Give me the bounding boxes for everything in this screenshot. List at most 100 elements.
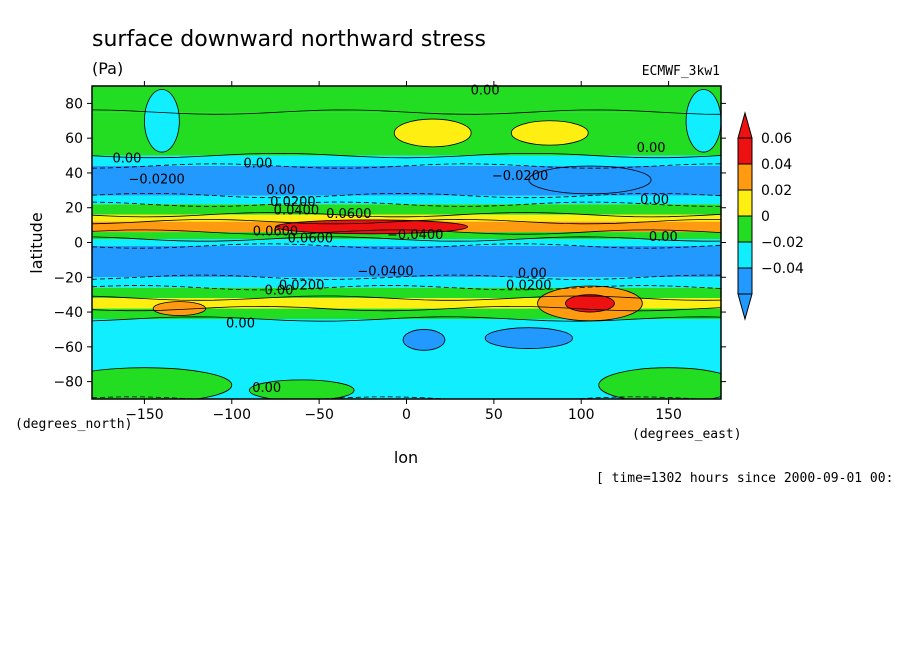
contour-line-8 bbox=[92, 236, 721, 242]
contour-label-20: 0.00 bbox=[226, 317, 255, 332]
y-tick-label-6: −40 bbox=[53, 305, 83, 321]
contour-label-16: 0.00 bbox=[518, 266, 547, 281]
field-band-8 bbox=[92, 232, 721, 240]
x-unit-label: (degrees_east) bbox=[632, 427, 742, 442]
field-feature-13 bbox=[598, 367, 721, 399]
contour-line-1 bbox=[92, 152, 721, 159]
field-feature-4 bbox=[510, 120, 589, 146]
x-tick-label-1: −100 bbox=[213, 407, 251, 423]
x-tick-label-5: 100 bbox=[568, 407, 595, 423]
colorbar-label-2: 0.02 bbox=[761, 183, 792, 199]
contour-line-14 bbox=[92, 316, 721, 322]
field-feature-5 bbox=[528, 165, 652, 195]
dataset-label: ECMWF_3kw1 bbox=[642, 64, 720, 79]
colorbar-bottom-arrow bbox=[737, 293, 753, 321]
colorbar-top-arrow bbox=[737, 111, 753, 139]
colorbar-swatch-5 bbox=[737, 267, 753, 295]
field-feature-8 bbox=[402, 329, 446, 351]
x-tick-label-2: −50 bbox=[304, 407, 334, 423]
field-feature-3 bbox=[393, 118, 472, 148]
contour-label-2: 0.00 bbox=[244, 157, 273, 172]
field-band-2 bbox=[92, 155, 721, 166]
y-tick-label-2: 40 bbox=[65, 166, 83, 182]
colorbar-swatch-0 bbox=[737, 137, 753, 165]
colorbar: 0.06 0.04 0.02 0 −0.02 −0.04 bbox=[737, 111, 804, 321]
chart-units: (Pa) bbox=[92, 59, 123, 78]
contour-label-19: 0.00 bbox=[264, 284, 293, 299]
y-tick-label-5: −20 bbox=[53, 270, 83, 286]
y-tick-label-0: 80 bbox=[65, 96, 83, 112]
y-axis-label: latitude bbox=[27, 212, 46, 273]
contour-line-12 bbox=[92, 295, 721, 301]
contour-labels: 0.000.00 0.00−0.02000.00−0.02000.000.0200… bbox=[112, 84, 677, 396]
colorbar-swatch-3 bbox=[737, 215, 753, 243]
field-band-13 bbox=[92, 298, 721, 309]
x-axis-label: lon bbox=[394, 448, 418, 467]
y-tick-label-7: −60 bbox=[53, 340, 83, 356]
field-band-6 bbox=[92, 214, 721, 222]
field-feature-6 bbox=[144, 89, 180, 153]
field-band-5 bbox=[92, 204, 721, 215]
colorbar-label-1: 0.04 bbox=[761, 157, 792, 173]
colorbar-swatch-2 bbox=[737, 189, 753, 217]
field-band-10 bbox=[92, 245, 721, 278]
plot-area bbox=[92, 86, 721, 399]
field-feature-12 bbox=[248, 379, 355, 399]
contour-label-14: 0.00 bbox=[649, 230, 678, 245]
x-tick-label-4: 50 bbox=[485, 407, 503, 423]
field-feature-10 bbox=[152, 301, 206, 316]
field-band-4 bbox=[92, 195, 721, 205]
x-tick-label-6: 150 bbox=[655, 407, 682, 423]
field-band-9 bbox=[92, 239, 721, 246]
contour-line-3 bbox=[92, 192, 721, 199]
contour-label-4: 0.00 bbox=[637, 141, 666, 156]
contour-line-9 bbox=[92, 243, 721, 249]
field-band-11 bbox=[92, 277, 721, 288]
y-tick-label-4: 0 bbox=[74, 236, 83, 252]
x-axis-ticks: −150 −100 −50 0 50 100 150 bbox=[125, 81, 682, 423]
contour-line-4 bbox=[92, 201, 721, 207]
chart-title: surface downward northward stress bbox=[92, 27, 486, 52]
field-feature-7 bbox=[685, 89, 721, 153]
contour-label-17: 0.0200 bbox=[506, 278, 552, 293]
field-feature-9 bbox=[484, 327, 573, 349]
contour-line-7 bbox=[92, 229, 721, 235]
contour-label-11: 0.0600 bbox=[253, 225, 299, 240]
field-band-14 bbox=[92, 308, 721, 320]
contour-line-13 bbox=[92, 305, 721, 312]
y-tick-label-1: 60 bbox=[65, 131, 83, 147]
contour-label-7: 0.0200 bbox=[270, 195, 316, 210]
contour-label-9: 0.0600 bbox=[326, 207, 372, 222]
contour-line-10 bbox=[92, 274, 721, 280]
contour-line-2 bbox=[92, 163, 721, 169]
contour-line-6 bbox=[92, 218, 721, 225]
contour-label-3: −0.0200 bbox=[128, 172, 184, 187]
colorbar-swatch-4 bbox=[737, 241, 753, 269]
y-tick-label-3: 20 bbox=[65, 201, 83, 217]
contour-label-10: 0.00 bbox=[640, 193, 669, 208]
contour-label-8: 0.0400 bbox=[274, 204, 320, 219]
y-unit-label: (degrees_north) bbox=[15, 417, 132, 432]
contour-label-12: 0.0600 bbox=[288, 232, 334, 247]
colorbar-label-4: −0.02 bbox=[761, 235, 804, 251]
contour-line-11 bbox=[92, 285, 721, 291]
colorbar-label-3: 0 bbox=[761, 209, 770, 225]
contour-label-0: 0.00 bbox=[471, 84, 500, 99]
contour-line-15 bbox=[92, 396, 708, 399]
contour-line-5 bbox=[92, 212, 721, 218]
colorbar-swatch-1 bbox=[737, 163, 753, 191]
contour-label-18: 0.0200 bbox=[279, 278, 325, 293]
contour-label-6: 0.00 bbox=[266, 183, 295, 198]
contour-label-15: −0.0400 bbox=[357, 265, 413, 280]
field-feature-2 bbox=[565, 294, 615, 313]
field-band-12 bbox=[92, 287, 721, 299]
contour-line-0 bbox=[92, 109, 721, 115]
y-axis-ticks: 80 60 40 20 0 −20 −40 −60 −80 bbox=[53, 96, 726, 391]
colorbar-label-5: −0.04 bbox=[761, 261, 804, 277]
x-tick-label-3: 0 bbox=[402, 407, 411, 423]
contour-label-21: 0.00 bbox=[252, 381, 281, 396]
field-feature-11 bbox=[92, 367, 233, 399]
contour-label-13: −0.0400 bbox=[387, 228, 443, 243]
contour-label-1: 0.00 bbox=[112, 152, 141, 167]
